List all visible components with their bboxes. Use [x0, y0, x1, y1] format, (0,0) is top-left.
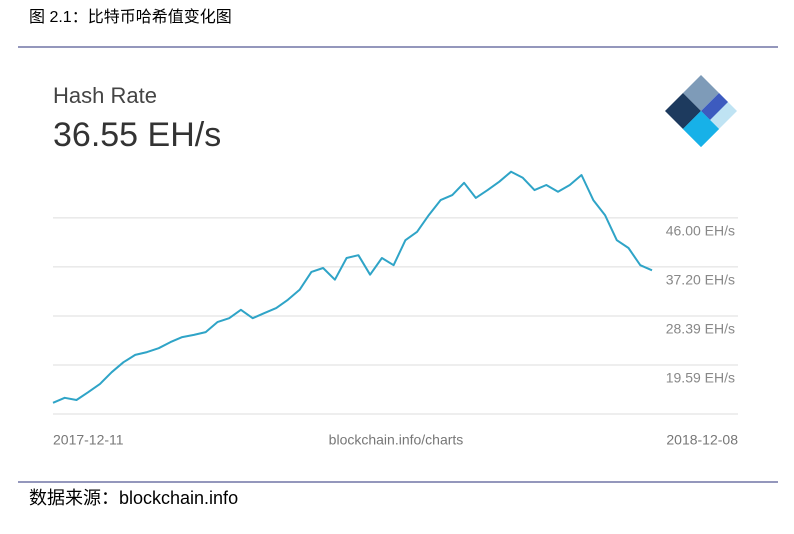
logo: [665, 75, 737, 147]
line: [52, 170, 653, 404]
y-tick-label: 46.00 EH/s: [666, 223, 735, 239]
y-tick-label: 19.59 EH/s: [666, 370, 735, 386]
x-start-label: 2017-12-11: [53, 432, 124, 448]
x-end-label: 2018-12-08: [666, 432, 738, 448]
y-tick-label: 37.20 EH/s: [666, 272, 735, 288]
chart-subtitle: 36.55 EH/s: [53, 116, 221, 154]
source: 数据来源：blockchain.info: [29, 488, 238, 508]
y-tick-label: 28.39 EH/s: [666, 321, 735, 337]
caption: 图 2.1：比特币哈希值变化图: [29, 8, 232, 26]
annotation: blockchain.info/charts: [329, 432, 464, 448]
chart-title: Hash Rate: [53, 83, 157, 108]
